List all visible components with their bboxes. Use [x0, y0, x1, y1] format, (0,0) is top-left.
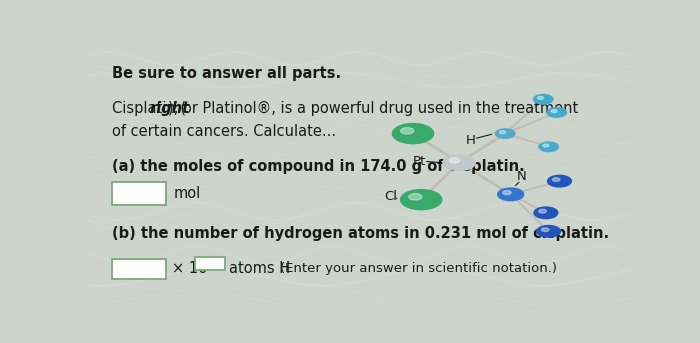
Bar	[112, 259, 166, 279]
Bar	[195, 257, 225, 270]
Circle shape	[542, 228, 549, 232]
Text: mol: mol	[173, 186, 200, 201]
Circle shape	[449, 158, 460, 163]
Circle shape	[538, 96, 544, 99]
Text: ), or Platinol®, is a powerful drug used in the treatment: ), or Platinol®, is a powerful drug used…	[167, 100, 578, 116]
Circle shape	[533, 95, 553, 104]
Circle shape	[409, 193, 422, 200]
Bar	[112, 182, 166, 205]
Circle shape	[400, 128, 414, 134]
Text: Cl: Cl	[384, 190, 397, 203]
Circle shape	[552, 178, 560, 181]
Circle shape	[547, 175, 571, 187]
Circle shape	[539, 209, 547, 213]
Text: × 10: × 10	[172, 261, 207, 276]
Circle shape	[503, 191, 511, 194]
Text: N: N	[517, 170, 527, 183]
Text: (Enter your answer in scientific notation.): (Enter your answer in scientific notatio…	[280, 262, 557, 275]
Circle shape	[498, 188, 524, 201]
Circle shape	[551, 110, 557, 113]
Text: Be sure to answer all parts.: Be sure to answer all parts.	[112, 66, 341, 81]
Text: atoms H: atoms H	[228, 261, 290, 276]
Circle shape	[534, 207, 558, 218]
Circle shape	[443, 155, 475, 170]
Circle shape	[547, 108, 566, 117]
Text: of certain cancers. Calculate...: of certain cancers. Calculate...	[112, 125, 336, 139]
Text: right: right	[149, 100, 189, 116]
Circle shape	[393, 123, 433, 144]
Text: (b) the number of hydrogen atoms in 0.231 mol of cisplatin.: (b) the number of hydrogen atoms in 0.23…	[112, 226, 609, 241]
Circle shape	[539, 142, 559, 152]
Text: (a) the moles of compound in 174.0 g of cisplatin.: (a) the moles of compound in 174.0 g of …	[112, 159, 525, 174]
Text: Pt: Pt	[413, 155, 426, 168]
Text: H: H	[466, 134, 476, 147]
Circle shape	[499, 131, 505, 134]
Circle shape	[537, 225, 561, 237]
Circle shape	[496, 129, 515, 138]
Text: Cisplatin (: Cisplatin (	[112, 100, 186, 116]
Circle shape	[542, 144, 549, 147]
Circle shape	[400, 190, 442, 210]
